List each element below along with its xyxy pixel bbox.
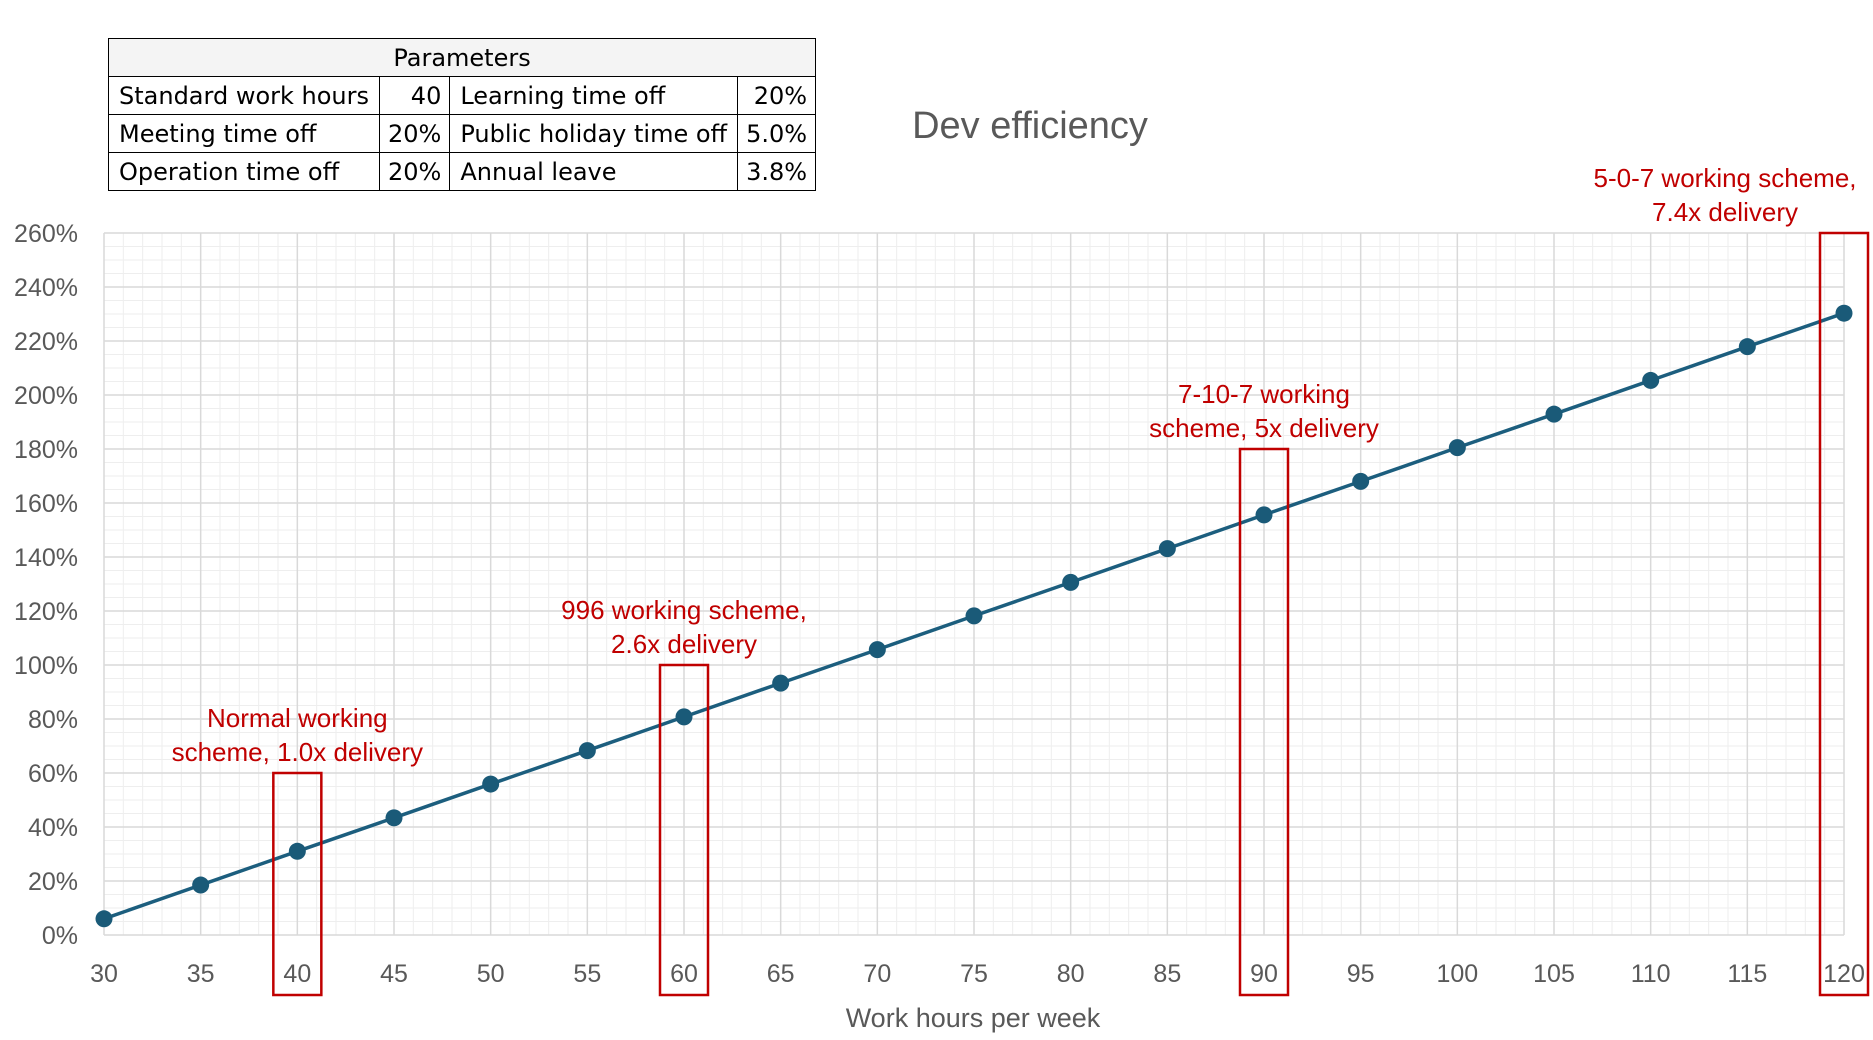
y-tick-label: 240% [14,274,78,302]
param-label: Operation time off [108,152,380,191]
annotation-label: Normal working [207,703,388,733]
data-point [482,775,500,793]
x-tick-label: 100 [1436,960,1478,988]
data-point [1545,405,1563,423]
y-tick-label: 20% [28,868,78,896]
parameters-table: Parameters Standard work hours 40 Learni… [107,38,817,191]
x-tick-label: 120 [1823,960,1865,988]
y-axis-ticks: 0% 20% 40% 60% 80% 100% 120% 140% 160% 180% 200% 22… [14,220,78,950]
highlight-box [658,663,710,997]
param-value: 20% [378,114,451,153]
annotation-label: scheme, 1.0x delivery [172,737,423,767]
data-point [1835,304,1853,322]
chart-title: Dev efficiency [912,105,1148,147]
x-tick-label: 85 [1153,960,1181,988]
data-point [95,910,113,928]
data-point [1448,439,1466,457]
x-tick-label: 80 [1057,960,1085,988]
x-tick-label: 35 [187,960,215,988]
param-value: 20% [378,152,451,191]
y-tick-label: 140% [14,544,78,572]
param-value: 5.0% [737,114,817,153]
x-tick-label: 115 [1727,960,1767,988]
data-point [1158,540,1176,558]
x-tick-label: 55 [573,960,601,988]
y-tick-label: 60% [28,760,78,788]
param-label: Learning time off [449,76,739,115]
x-tick-label: 95 [1347,960,1375,988]
x-tick-label: 45 [380,960,408,988]
annotation-label: 7-10-7 working [1178,379,1350,409]
highlight-box [1818,231,1870,997]
annotation-label: 5-0-7 working scheme, [1594,163,1857,193]
annotation-label: 996 working scheme, [561,595,807,625]
y-tick-label: 120% [14,598,78,626]
x-tick-label: 105 [1533,960,1575,988]
data-point [192,876,210,894]
data-point [1642,371,1660,389]
data-point [1255,506,1273,524]
x-tick-label: 70 [863,960,891,988]
highlight-box [1238,447,1290,997]
param-value: 20% [737,76,817,115]
x-tick-label: 65 [767,960,795,988]
data-point [675,708,693,726]
annotation-label: 7.4x delivery [1652,197,1798,227]
parameters-row: Operation time off 20% Annual leave 3.8% [108,152,817,191]
param-value: 40 [378,76,451,115]
y-tick-label: 0% [42,922,78,950]
y-tick-label: 200% [14,382,78,410]
x-tick-label: 30 [90,960,118,988]
x-tick-label: 110 [1631,960,1671,988]
parameters-title: Parameters [107,38,817,77]
x-tick-label: 75 [960,960,988,988]
highlight-box [272,771,323,997]
chart-grid [103,232,1845,936]
annotation-label: scheme, 5x delivery [1149,413,1379,443]
y-tick-label: 100% [14,652,78,680]
x-axis-ticks: 30 35 40 45 50 55 60 65 70 75 80 85 90 95 100 105 110 115… [90,960,1865,988]
chart-series [95,304,1853,928]
chart-annotations: Normal working scheme, 1.0x delivery 996 w… [172,163,1870,997]
y-tick-label: 160% [14,490,78,518]
parameters-row: Meeting time off 20% Public holiday time… [108,114,817,153]
y-tick-label: 80% [28,706,78,734]
param-label: Annual leave [449,152,739,191]
y-tick-label: 180% [14,436,78,464]
x-tick-label: 90 [1250,960,1278,988]
annotation-label: 2.6x delivery [611,629,757,659]
data-point [385,809,403,827]
param-label: Public holiday time off [449,114,739,153]
x-tick-label: 50 [477,960,505,988]
data-point [578,742,596,760]
data-point [1352,472,1370,490]
data-point [772,674,790,692]
x-axis-label: Work hours per week [846,1003,1101,1033]
y-tick-label: 220% [14,328,78,356]
y-tick-label: 260% [14,220,78,248]
data-point [965,607,983,625]
data-point [1062,573,1080,591]
data-point [868,641,886,659]
param-label: Meeting time off [108,114,380,153]
x-tick-label: 60 [670,960,698,988]
param-value: 3.8% [737,152,817,191]
y-tick-label: 40% [28,814,78,842]
data-point [1738,338,1756,356]
x-tick-label: 40 [283,960,311,988]
data-point [288,842,306,860]
